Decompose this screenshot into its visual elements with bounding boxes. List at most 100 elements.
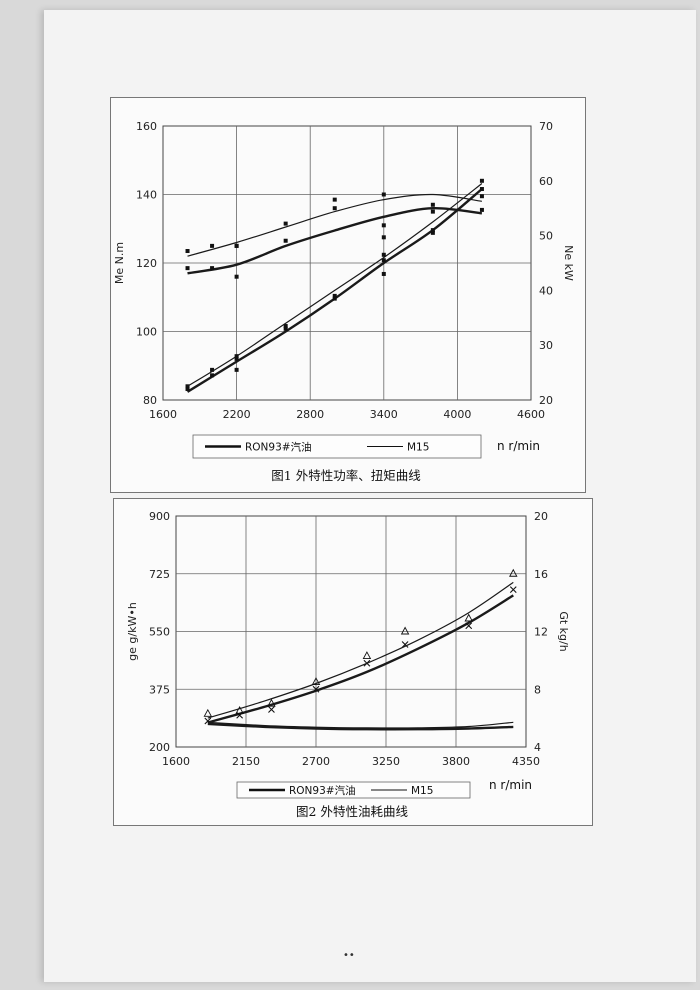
data-point-x (509, 586, 517, 594)
data-point-triangle (400, 626, 410, 635)
series-line-gt-m15 (207, 581, 514, 719)
data-point-square (185, 387, 190, 392)
data-point-square (283, 324, 288, 329)
series-line-ne-m15 (187, 183, 483, 387)
data-point-x (268, 706, 275, 713)
left-tick-label: 80 (143, 394, 157, 407)
x-tick-label: 3400 (370, 408, 398, 421)
left-tick-label: 375 (149, 683, 170, 696)
x-tick-label: 2200 (223, 408, 251, 421)
x-tick-label: 1600 (149, 408, 177, 421)
data-point-square (185, 266, 190, 271)
right-tick-label: 20 (534, 510, 548, 523)
x-axis-unit-label: n r/min (489, 778, 532, 792)
data-point-square (479, 207, 484, 212)
data-point-square (210, 266, 215, 271)
data-point-square (210, 373, 215, 378)
data-point-square (479, 178, 484, 183)
x-tick-label: 3250 (372, 755, 400, 768)
data-point-x (465, 622, 473, 630)
right-tick-label: 8 (534, 683, 541, 696)
x-tick-label: 2700 (302, 755, 330, 768)
data-point-square (332, 197, 337, 202)
left-tick-label: 725 (149, 568, 170, 581)
data-point-triangle (267, 698, 276, 707)
left-tick-label: 160 (136, 120, 157, 133)
series-line-ge-ron93 (207, 722, 514, 731)
legend-box (236, 781, 471, 799)
data-point-square (234, 367, 239, 372)
series-line-me-m15 (187, 193, 482, 257)
data-point-square (430, 202, 435, 207)
x-tick-label: 4600 (517, 408, 545, 421)
page-mark: •• (343, 950, 355, 961)
data-point-square (430, 228, 435, 233)
data-point-square (381, 271, 386, 276)
data-point-square (332, 206, 337, 211)
x-axis-unit-label: n r/min (497, 439, 540, 453)
right-tick-label: 60 (539, 175, 553, 188)
data-point-square (332, 296, 337, 301)
data-point-square (381, 192, 386, 197)
series-line-gt-ron93 (207, 594, 514, 724)
data-point-square (283, 221, 288, 226)
left-tick-label: 100 (136, 326, 157, 339)
right-tick-label: 30 (539, 339, 553, 352)
left-tick-label: 200 (149, 741, 170, 754)
data-point-square (234, 243, 239, 248)
right-tick-label: 50 (539, 230, 553, 243)
data-point-square (430, 230, 435, 235)
legend-label: RON93#汽油 (289, 784, 356, 797)
x-tick-label: 2150 (232, 755, 260, 768)
series-line-me-ron93 (187, 206, 483, 275)
legend-label: M15 (411, 785, 433, 797)
data-point-square (381, 235, 386, 240)
data-point-x (312, 685, 320, 693)
data-point-square (234, 274, 239, 279)
data-point-triangle (464, 613, 473, 622)
left-tick-label: 900 (149, 510, 170, 523)
data-point-square (381, 252, 386, 257)
figure-caption: 图2 外特性油耗曲线 (296, 804, 408, 819)
data-point-square (479, 187, 484, 192)
data-point-square (381, 223, 386, 228)
x-tick-label: 4350 (512, 755, 540, 768)
right-tick-label: 40 (539, 284, 553, 297)
data-point-triangle (509, 568, 518, 577)
data-point-square (185, 249, 190, 254)
data-point-square (210, 367, 215, 372)
right-tick-label: 4 (534, 741, 541, 754)
right-tick-label: 20 (539, 394, 553, 407)
right-axis-label: Gt kg/h (557, 611, 570, 651)
left-tick-label: 140 (136, 189, 157, 202)
data-point-square (381, 258, 386, 263)
data-point-square (210, 243, 215, 248)
legend-label: M15 (407, 442, 429, 454)
chart-fuel-consumption: 1600 2150 2700 3250 3800 4350 200 375 550 725 900 4… (126, 510, 570, 819)
series-line-ge-m15 (207, 721, 514, 729)
right-tick-label: 70 (539, 120, 553, 133)
figure-caption: 图1 外特性功率、扭矩曲线 (271, 468, 421, 483)
x-tick-label: 4000 (443, 408, 471, 421)
legend-box (192, 434, 482, 459)
figure-2: 1600 2150 2700 3250 3800 4350 200 375 550 725 900 4… (113, 498, 593, 826)
left-axis-label: Me N.m (113, 242, 126, 284)
right-tick-label: 12 (534, 626, 548, 639)
legend-label: RON93#汽油 (245, 441, 312, 454)
data-point-triangle (311, 677, 321, 685)
data-point-square (430, 209, 435, 214)
data-point-square (283, 326, 288, 331)
x-tick-label: 2800 (296, 408, 324, 421)
chart-power-torque: 1600 2200 2800 3400 4000 4600 80 100 120 140 160 20… (113, 120, 575, 483)
right-tick-label: 16 (534, 568, 548, 581)
data-point-triangle (203, 708, 213, 717)
left-axis-label: ge g/kW•h (126, 602, 139, 661)
data-point-square (234, 356, 239, 361)
x-tick-label: 1600 (162, 755, 190, 768)
data-point-square (283, 238, 288, 243)
data-point-x (401, 641, 409, 648)
data-point-square (234, 354, 239, 359)
left-tick-label: 120 (136, 257, 157, 270)
data-point-triangle (362, 651, 372, 659)
data-point-square (332, 293, 337, 298)
